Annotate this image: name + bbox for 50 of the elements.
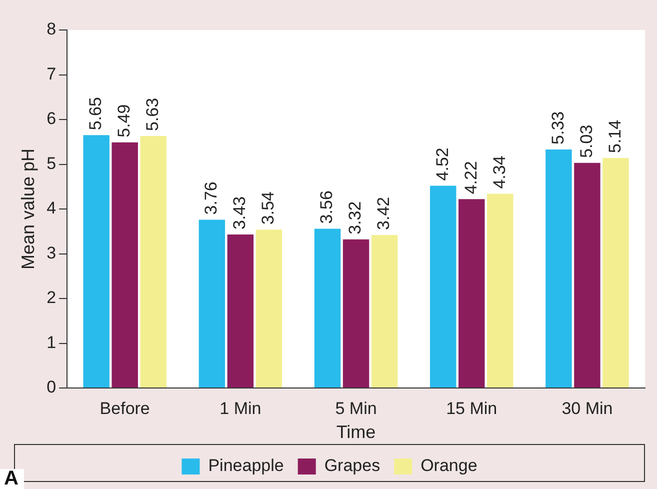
bar (371, 234, 398, 388)
y-tick-label: 4 (46, 198, 56, 218)
y-tick-label: 0 (46, 378, 56, 397)
y-tick-label: 5 (46, 154, 56, 173)
y-axis-title: Mean value pH (18, 148, 38, 270)
bar (602, 158, 629, 388)
data-label: 3.42 (374, 196, 394, 230)
bar (458, 199, 485, 388)
y-tick-label: 8 (46, 20, 56, 39)
bar (342, 239, 370, 388)
y-tick-label: 2 (46, 288, 56, 308)
data-label: 5.63 (143, 98, 162, 132)
x-tick-label: 5 Min (335, 398, 377, 418)
data-label: 3.56 (317, 190, 336, 224)
x-tick-label: 15 Min (446, 398, 498, 418)
y-tick-label: 3 (46, 243, 56, 262)
x-tick-label: Before (100, 398, 150, 418)
y-tick-label: 6 (46, 109, 56, 128)
data-label: 4.22 (461, 161, 480, 194)
bar (112, 142, 138, 388)
bar (140, 136, 166, 388)
x-tick-label: 1 Min (220, 398, 262, 418)
data-label: 5.03 (576, 124, 596, 158)
text: A (4, 468, 18, 489)
bar (83, 135, 110, 388)
data-label: 3.76 (202, 182, 221, 215)
y-tick-label: 7 (46, 64, 56, 84)
legend-label: Orange (420, 456, 478, 476)
bar (227, 234, 254, 388)
data-label: 5.14 (605, 120, 624, 153)
data-label: 3.43 (230, 196, 250, 230)
x-axis-title: Time (336, 422, 376, 442)
bar (574, 162, 600, 388)
bar (487, 194, 514, 388)
y-tick-label: 1 (46, 332, 56, 352)
data-label: 3.54 (258, 191, 278, 225)
data-label: 5.33 (548, 111, 568, 144)
data-label: 5.65 (86, 97, 106, 130)
data-label: 4.34 (490, 156, 509, 189)
data-label: 4.52 (432, 148, 452, 181)
bar (314, 228, 341, 388)
data-label: 3.32 (346, 201, 365, 234)
bar (198, 220, 226, 388)
x-tick-label: 30 Min (562, 398, 613, 418)
bar (256, 230, 282, 388)
legend-label: Pineapple (208, 456, 284, 476)
bar (430, 186, 456, 388)
legend-label: Grapes (324, 456, 380, 476)
data-label: 5.49 (114, 104, 134, 138)
bar (546, 149, 572, 388)
